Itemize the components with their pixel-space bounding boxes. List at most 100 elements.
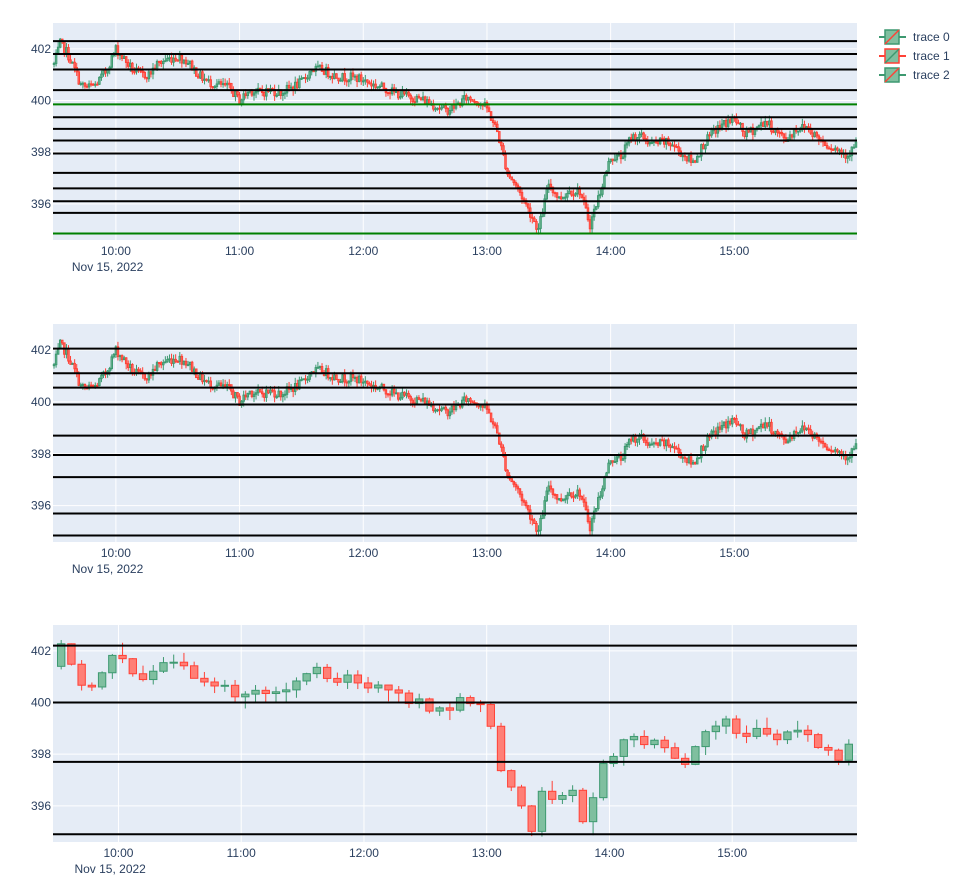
- candle-body: [476, 703, 485, 706]
- candle: [87, 682, 97, 691]
- candle-body: [481, 405, 485, 408]
- candle-body: [275, 94, 278, 97]
- legend-item[interactable]: trace 0: [879, 29, 950, 45]
- candle: [493, 120, 497, 128]
- candle: [770, 117, 773, 135]
- candle: [531, 213, 534, 224]
- candle: [281, 90, 285, 101]
- candle-body: [329, 377, 332, 380]
- candle-body: [131, 62, 134, 73]
- candle-body: [436, 107, 439, 110]
- candle-body: [452, 104, 456, 109]
- candle-body: [834, 449, 837, 452]
- candle-body: [531, 216, 534, 219]
- candle-body: [69, 360, 72, 365]
- candle-body: [834, 147, 837, 151]
- candle: [778, 130, 781, 138]
- candle-body: [374, 83, 377, 89]
- candle: [188, 60, 192, 70]
- candle-body: [261, 391, 264, 395]
- candle: [770, 418, 773, 437]
- candle-body: [174, 358, 177, 362]
- candle-body: [466, 697, 475, 705]
- candle-body: [516, 184, 520, 188]
- candle: [172, 354, 175, 368]
- candle-body: [261, 689, 270, 695]
- candle: [827, 447, 831, 452]
- candle: [541, 510, 544, 520]
- candle-body: [223, 384, 227, 387]
- candle-body: [518, 488, 522, 495]
- candle-body: [246, 91, 250, 97]
- candle-body: [380, 82, 384, 87]
- candle-body: [578, 489, 581, 497]
- candle-body: [287, 84, 291, 89]
- legend-item[interactable]: trace 1: [879, 48, 950, 64]
- candle-body: [65, 47, 68, 54]
- candle-body: [279, 390, 283, 398]
- candle: [551, 488, 555, 499]
- candle: [236, 90, 239, 98]
- candle-body: [205, 78, 208, 81]
- candle: [217, 78, 221, 85]
- candle: [273, 385, 276, 403]
- candle-body: [448, 110, 452, 115]
- candle-body: [440, 408, 443, 411]
- candle-body: [277, 390, 280, 398]
- candle: [353, 74, 357, 81]
- candle-body: [269, 389, 272, 394]
- candle-body: [524, 501, 528, 507]
- candle: [384, 388, 388, 399]
- candle: [673, 442, 676, 454]
- candle: [793, 720, 802, 738]
- candle-body: [289, 86, 293, 89]
- candle-body: [813, 734, 823, 748]
- legend-item[interactable]: trace 2: [879, 67, 950, 83]
- candle: [341, 72, 344, 83]
- candle: [807, 424, 810, 434]
- candle-body: [343, 73, 346, 82]
- candle-body: [671, 144, 674, 147]
- candle-body: [502, 145, 505, 156]
- candle: [397, 392, 400, 402]
- candle: [507, 769, 516, 792]
- candle: [580, 495, 584, 501]
- candle: [241, 691, 250, 709]
- candle-body: [491, 119, 495, 124]
- candle-body: [541, 515, 544, 519]
- candle: [712, 426, 715, 436]
- candle-body: [634, 435, 637, 443]
- candle-body: [506, 469, 509, 477]
- candle: [570, 190, 573, 197]
- candle: [252, 391, 256, 403]
- candle-body: [471, 99, 474, 102]
- candle: [376, 86, 379, 90]
- candle: [611, 460, 614, 467]
- candle: [609, 158, 612, 164]
- candle: [510, 478, 513, 483]
- candle: [665, 439, 668, 452]
- candle-body: [238, 94, 241, 105]
- candle-body: [77, 372, 81, 386]
- candle: [675, 445, 678, 450]
- candle-body: [114, 45, 118, 54]
- candle-body: [759, 122, 763, 126]
- candle-body: [586, 509, 590, 523]
- candle-body: [339, 79, 342, 82]
- candle: [434, 106, 437, 112]
- candle: [207, 75, 210, 83]
- candle-body: [687, 154, 691, 162]
- candle: [296, 78, 299, 90]
- candle-body: [242, 394, 245, 402]
- candle-body: [454, 404, 458, 411]
- candle: [695, 454, 699, 465]
- candle-body: [739, 424, 742, 427]
- candle-body: [621, 458, 625, 461]
- candle: [685, 457, 689, 466]
- candle-body: [335, 374, 338, 380]
- candle: [127, 59, 130, 70]
- candle-body: [793, 729, 802, 733]
- candle-body: [582, 498, 586, 503]
- candle: [210, 677, 219, 694]
- candle: [333, 70, 336, 80]
